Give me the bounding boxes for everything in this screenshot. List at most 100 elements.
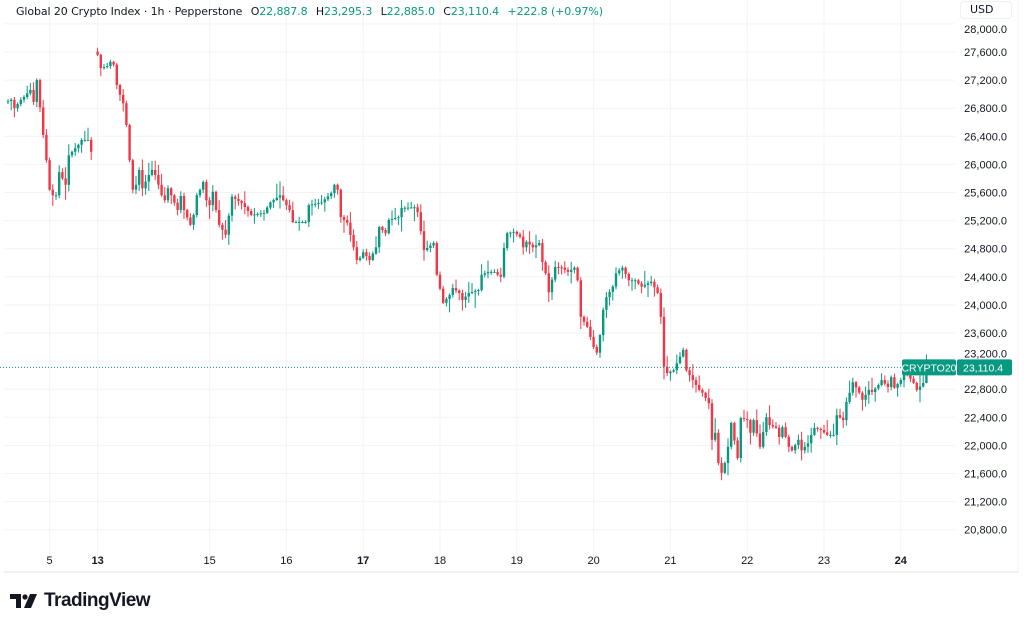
candle-body: [96, 51, 99, 55]
y-tick-label: 27,200.0: [964, 75, 1007, 87]
candle-body: [352, 235, 355, 248]
candle-body: [701, 389, 704, 393]
candle-body: [518, 234, 522, 237]
ticker-badge: [902, 359, 956, 376]
candle: [138, 167, 141, 191]
candle: [749, 418, 752, 445]
candle-body: [861, 392, 864, 400]
candle: [781, 425, 784, 439]
candle-body: [685, 349, 688, 371]
candle-body: [170, 188, 173, 196]
candle-body: [278, 195, 282, 198]
candle: [326, 192, 330, 202]
candle: [250, 209, 253, 217]
candle-body: [298, 222, 301, 224]
candle: [339, 188, 342, 223]
candle: [675, 354, 678, 375]
candle-body: [301, 222, 304, 224]
candle-body: [643, 284, 646, 287]
candle-body: [848, 392, 851, 402]
candle: [717, 429, 720, 466]
candle: [557, 262, 560, 275]
symbol-legend[interactable]: Global 20 Crypto Index · 1h · Pepperston…: [16, 5, 603, 18]
candle: [755, 409, 758, 437]
y-tick-label: 21,200.0: [964, 497, 1007, 509]
candle: [838, 408, 842, 419]
y-tick-label: 22,400.0: [964, 412, 1007, 424]
currency-button[interactable]: USD: [960, 1, 1012, 19]
price-axis[interactable]: 20,800.0 21,200.0 21,600.0 22,000.0 22,400.0…: [964, 24, 1007, 537]
candle: [573, 266, 576, 274]
candle: [762, 421, 765, 449]
candle-body: [909, 374, 912, 379]
candle: [13, 96, 16, 118]
candle-body: [774, 426, 778, 428]
candle-body: [349, 222, 352, 236]
time-axis[interactable]: 5 13 15 16 17 18 19 20 21 22 23 24: [47, 555, 908, 567]
candle: [758, 424, 762, 450]
candle-body: [854, 382, 858, 388]
candle: [416, 203, 419, 217]
separator: ·: [143, 5, 148, 18]
candle-body: [691, 375, 694, 381]
candle: [694, 376, 698, 393]
candle: [806, 435, 810, 453]
candle-body: [99, 54, 102, 69]
candle: [698, 375, 701, 392]
candle: [243, 191, 246, 215]
candle: [406, 202, 410, 211]
candle: [400, 199, 403, 232]
candle: [352, 229, 355, 251]
candle-body: [35, 80, 38, 102]
candle: [640, 281, 643, 294]
candle: [874, 387, 877, 402]
candle: [90, 137, 93, 160]
candle: [656, 284, 659, 295]
candles: [6, 47, 928, 481]
candle-body: [426, 247, 429, 251]
candle: [461, 289, 464, 311]
candle-body: [432, 243, 435, 246]
candle: [74, 143, 77, 156]
candle-body: [83, 139, 86, 141]
y-tick-label: 22,000.0: [964, 440, 1007, 452]
candle-body: [138, 170, 141, 185]
candle: [493, 269, 496, 273]
candle-body: [211, 191, 214, 206]
candle-body: [144, 181, 147, 189]
candle: [307, 203, 310, 228]
candle: [499, 267, 502, 283]
candle-body: [720, 462, 723, 473]
candle: [147, 162, 150, 192]
candle: [390, 210, 394, 226]
candle: [790, 445, 794, 452]
candle: [186, 208, 189, 221]
candle: [659, 288, 662, 324]
candle-body: [733, 422, 736, 441]
candle-body: [70, 151, 74, 156]
candle: [157, 164, 160, 190]
candle-body: [304, 222, 307, 224]
candle: [445, 297, 448, 307]
candle-body: [230, 196, 234, 216]
candle-body: [851, 382, 854, 393]
candle: [890, 375, 893, 391]
tradingview-logo[interactable]: TradingView: [10, 590, 151, 612]
candle: [208, 196, 211, 220]
candle-body: [822, 429, 826, 433]
candle-body: [563, 267, 566, 270]
candle-body: [339, 189, 342, 218]
candle: [374, 236, 378, 255]
candle: [525, 240, 528, 252]
candle: [502, 242, 506, 279]
candle-body: [810, 434, 813, 444]
candle: [784, 422, 787, 439]
candle-body: [678, 356, 682, 364]
candle-body: [173, 195, 176, 203]
candle-body: [176, 202, 179, 211]
candle-body: [163, 195, 166, 201]
candle-body: [10, 99, 13, 102]
y-tick-label: 22,800.0: [964, 384, 1007, 396]
candle-body: [38, 80, 42, 108]
